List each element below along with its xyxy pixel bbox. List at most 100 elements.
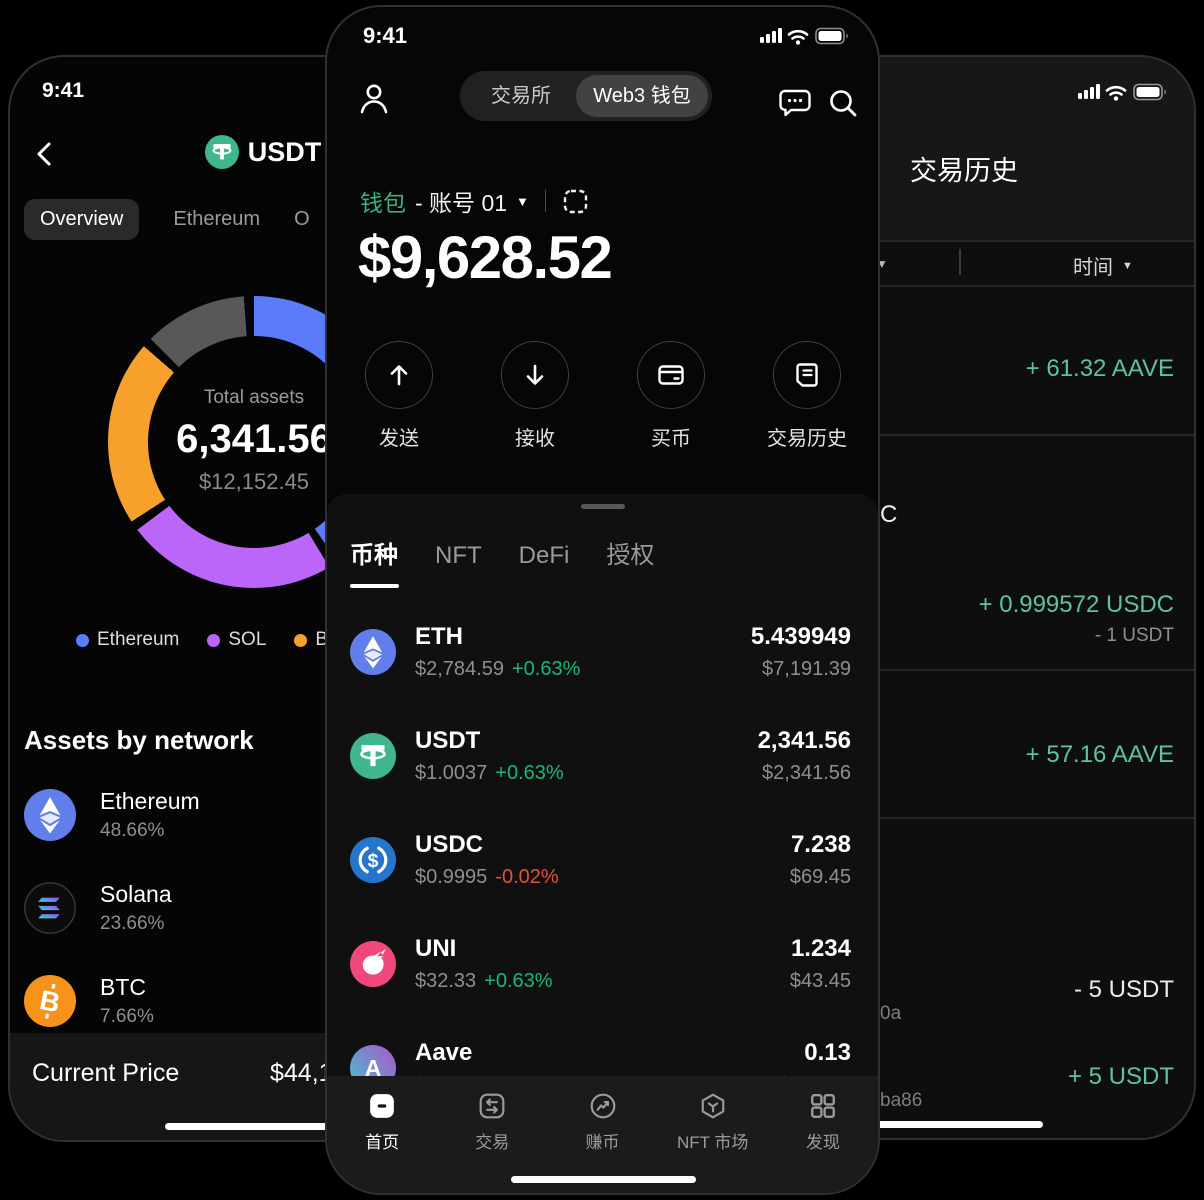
sheet-tabs: 币种 NFT DeFi 授权: [350, 535, 654, 570]
tx-address-fragment: ba86: [880, 1090, 923, 1111]
tab-defi[interactable]: DeFi: [518, 542, 570, 569]
network-name: BTC: [100, 973, 146, 1000]
filter-left-caret-icon[interactable]: ▼: [876, 257, 888, 271]
sheet-drag-handle[interactable]: [580, 504, 625, 509]
nav-discover[interactable]: 发现: [768, 1076, 878, 1193]
nav-nft-market[interactable]: NFT 市场: [658, 1076, 768, 1193]
nav-label: 赚币: [585, 1133, 620, 1152]
divider: [688, 669, 1194, 671]
cellular-signal-icon: [1078, 84, 1100, 99]
token-list: ETH $2,784.59 +0.63% 5.439949 $7,191.39: [327, 600, 878, 1120]
legend-dot-blue: [76, 633, 89, 647]
token-price: $32.33: [415, 970, 477, 992]
buy-crypto-button[interactable]: 买币: [611, 341, 731, 451]
tx-amount[interactable]: + 57.16 AAVE: [1025, 741, 1174, 768]
tx-title-fragment: C: [880, 501, 898, 528]
time-filter[interactable]: 时间 ▼: [1018, 251, 1188, 280]
receive-button[interactable]: 接收: [475, 341, 595, 451]
coin-header: USDT: [10, 135, 516, 169]
assets-by-network-title: Assets by network: [24, 725, 254, 755]
scan-qr-icon: [564, 189, 588, 213]
token-row-usdt[interactable]: USDT $1.0037 +0.63% 2,341.56 $2,341.56: [327, 704, 878, 808]
tx-amount[interactable]: - 5 USDT: [1073, 976, 1174, 1003]
usdt-token-icon: [350, 733, 396, 779]
network-percent: 48.66%: [100, 819, 165, 841]
usdc-token-icon: $: [350, 837, 396, 883]
support-chat-button[interactable]: [777, 85, 813, 121]
tx-address-fragment: 0a: [880, 1003, 902, 1024]
home-indicator[interactable]: [165, 1123, 365, 1130]
nav-home[interactable]: 首页: [327, 1076, 437, 1193]
network-percent: 7.66%: [100, 1005, 154, 1027]
receive-label: 接收: [515, 428, 555, 450]
donut-center-fiat: $12,152.45: [198, 469, 310, 494]
search-button[interactable]: [825, 85, 861, 121]
wifi-icon: [787, 29, 809, 40]
tab-truncated[interactable]: O: [294, 208, 310, 230]
chevron-down-icon: ▼: [1122, 259, 1133, 272]
token-symbol: USDC: [415, 831, 484, 858]
nav-earn[interactable]: 赚币: [547, 1076, 657, 1193]
account-selector[interactable]: 钱包 - 账号 01 ▼: [360, 186, 589, 216]
token-price: $2,784.59: [415, 658, 504, 680]
total-balance: $9,628.52: [358, 224, 613, 291]
home-indicator[interactable]: [843, 1121, 1043, 1128]
receive-arrow-down-icon: [501, 341, 569, 409]
page-title: 交易历史: [910, 156, 1018, 186]
token-symbol: ETH: [415, 623, 463, 650]
coin-tabs: Overview Ethereum O: [24, 199, 310, 240]
donut-center-label: Total assets: [203, 387, 305, 408]
divider: [688, 434, 1194, 436]
tx-sub-amount: - 1 USDT: [1094, 625, 1174, 646]
status-time: 9:41: [42, 79, 85, 102]
ethereum-network-icon: [24, 788, 76, 841]
network-row-ethereum[interactable]: Ethereum 48.66%: [24, 768, 516, 861]
donut-legend: Ethereum SOL BTC: [76, 629, 353, 651]
tx-amount[interactable]: + 61.32 AAVE: [1025, 355, 1174, 382]
earn-trend-icon: [590, 1093, 615, 1119]
token-row-eth[interactable]: ETH $2,784.59 +0.63% 5.439949 $7,191.39: [327, 600, 878, 704]
token-amount: 0.13: [804, 1039, 851, 1066]
token-amount: 2,341.56: [757, 727, 851, 754]
eth-token-icon: [350, 629, 396, 675]
token-fiat: $43.45: [789, 970, 851, 992]
nav-trade[interactable]: 交易: [437, 1076, 547, 1193]
wifi-icon: [1105, 85, 1127, 96]
back-chevron-icon: [37, 142, 51, 166]
token-row-uni[interactable]: UNI $32.33 +0.63% 1.234 $43.45: [327, 912, 878, 1016]
legend-label: Ethereum: [97, 629, 180, 650]
tab-web3-wallet[interactable]: Web3 钱包: [576, 75, 708, 117]
chat-bubble-icon: [779, 89, 811, 117]
scan-qr-button[interactable]: [562, 188, 589, 215]
send-button[interactable]: 发送: [339, 341, 459, 451]
home-indicator[interactable]: [510, 1176, 696, 1183]
legend-dot-purple: [207, 633, 221, 647]
tab-exchange[interactable]: 交易所: [491, 85, 551, 107]
profile-button[interactable]: [355, 79, 393, 117]
tab-nft[interactable]: NFT: [435, 542, 482, 569]
wallet-label: 钱包: [360, 190, 406, 216]
token-amount: 1.234: [790, 935, 851, 962]
chevron-down-icon: ▼: [516, 193, 529, 209]
network-row-btc[interactable]: B BTC 7.66%: [24, 954, 516, 1047]
tab-approvals[interactable]: 授权: [606, 542, 655, 569]
account-name: - 账号 01: [415, 190, 508, 216]
back-button[interactable]: [30, 139, 60, 169]
token-row-usdc[interactable]: $ USDC $0.9995 -0.02% 7.238 $69.45: [327, 808, 878, 912]
history-button[interactable]: 交易历史: [747, 341, 867, 451]
solana-network-icon: [24, 881, 76, 934]
btc-network-icon: B: [24, 974, 76, 1027]
tab-overview[interactable]: Overview: [24, 199, 140, 240]
network-row-solana[interactable]: Solana 23.66%: [24, 861, 516, 954]
status-icons: [1078, 81, 1170, 103]
donut-center-amount: 6,341.56: [176, 417, 332, 461]
active-tab-underline: [350, 584, 399, 588]
tx-amount[interactable]: + 0.999572 USDC: [978, 591, 1174, 618]
tab-ethereum[interactable]: Ethereum: [173, 208, 261, 230]
tx-amount[interactable]: + 5 USDT: [1067, 1063, 1174, 1090]
token-amount: 5.439949: [750, 623, 851, 650]
divider: [688, 817, 1194, 819]
network-list: Ethereum 48.66%: [24, 768, 516, 1047]
tab-coins[interactable]: 币种: [350, 542, 398, 569]
